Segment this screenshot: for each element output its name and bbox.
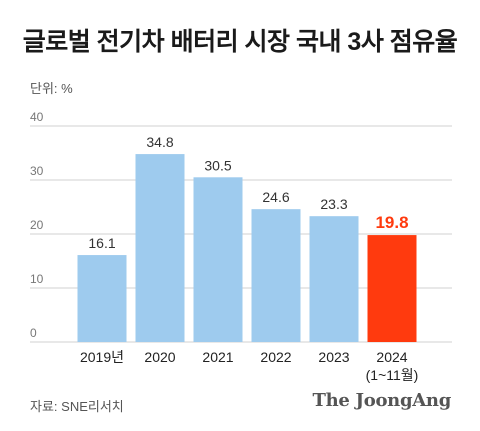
bar xyxy=(309,216,359,342)
x-tick-label: 2021 xyxy=(202,349,233,365)
y-tick-label: 20 xyxy=(30,218,44,232)
bar xyxy=(251,209,301,342)
y-tick-label: 0 xyxy=(30,326,37,340)
value-label: 16.1 xyxy=(88,235,115,251)
y-tick-label: 10 xyxy=(30,272,44,286)
y-tick-label: 40 xyxy=(30,110,44,124)
source-note: 자료: SNE리서치 xyxy=(30,399,124,414)
bar xyxy=(135,154,185,342)
value-label: 30.5 xyxy=(204,157,231,173)
value-label: 23.3 xyxy=(320,196,347,212)
publisher-logo: The JoongAng xyxy=(312,390,452,411)
value-label: 19.8 xyxy=(375,213,408,232)
value-label: 34.8 xyxy=(146,134,173,150)
bars xyxy=(77,154,417,342)
x-tick-sublabel: (1~11월) xyxy=(366,367,419,383)
value-labels: 16.1 34.8 30.5 24.6 23.3 19.8 xyxy=(88,134,408,251)
bar xyxy=(77,255,127,342)
unit-label: 단위: % xyxy=(30,81,73,96)
y-tick-label: 30 xyxy=(30,164,44,178)
x-tick-label: 2024 xyxy=(376,349,407,365)
bar xyxy=(193,177,243,342)
chart-title: 글로벌 전기차 배터리 시장 국내 3사 점유율 xyxy=(22,28,458,56)
x-tick-label: 2022 xyxy=(260,349,291,365)
y-tick-labels: 0 10 20 30 40 xyxy=(30,110,44,340)
x-tick-labels: 2019년 2020 2021 2022 2023 2024 (1~11월) xyxy=(80,349,418,383)
bar xyxy=(367,235,417,342)
x-tick-label: 2020 xyxy=(144,349,175,365)
x-tick-label: 2019년 xyxy=(80,349,124,365)
x-tick-label: 2023 xyxy=(318,349,349,365)
value-label: 24.6 xyxy=(262,189,289,205)
